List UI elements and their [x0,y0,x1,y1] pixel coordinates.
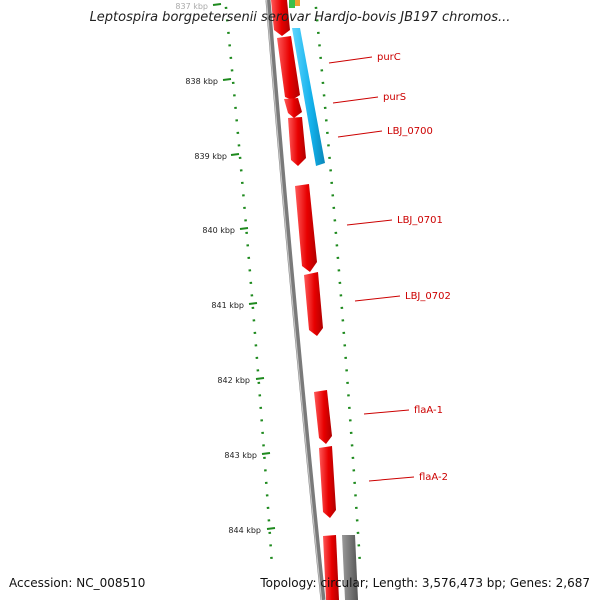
gene-arrow [319,446,336,518]
ruler-tick [222,78,232,81]
ruler-label: 839 kbp [194,152,227,161]
ruler-tick [255,377,265,380]
gene-labels: purC purS LBJ_0700 LBJ_0701 LBJ_0702 fla… [328,52,451,483]
map-title: Leptospira borgpetersenii serovar Hardjo… [89,10,511,25]
ruler-tick [248,302,258,305]
feature-gray [342,535,358,600]
gene-arrow [284,98,302,118]
gene-arrow [288,117,306,166]
chromosome-backbone [265,0,326,600]
genome-stats: Topology: circular; Length: 3,576,473 bp… [260,576,590,590]
ruler-label: 840 kbp [202,226,235,235]
leader-line [337,130,383,138]
leader-line [346,219,393,226]
ruler-tick [266,527,276,530]
gene-arrow [323,535,339,600]
gene-label-purC: purC [377,52,401,63]
accession-text: Accession: NC_008510 [9,576,146,590]
gene-label-flaA-2: flaA-2 [419,472,448,483]
ruler-tick [230,153,240,156]
gene-label-purS: purS [383,92,406,103]
gene-arrow [271,0,290,36]
leader-line [368,476,415,482]
ruler-label: 842 kbp [217,376,250,385]
leader-line [332,96,379,104]
gene-arrow [295,184,317,272]
leader-line [363,409,410,415]
gene-arrow [277,36,300,100]
gene-label-LBJ_0700: LBJ_0700 [387,126,433,137]
ruler-tick [212,3,222,6]
gene-arrow [314,390,332,444]
ruler-tick [239,227,249,230]
leader-line [354,295,401,302]
ruler-label: 838 kbp [185,77,218,86]
cds-feature-blue [292,28,325,166]
leader-line [328,56,373,64]
gene-label-flaA-1: flaA-1 [414,405,443,416]
gene-label-LBJ_0702: LBJ_0702 [405,291,451,302]
right-track [314,6,361,559]
gene-label-LBJ_0701: LBJ_0701 [397,215,443,226]
ruler-tick [261,452,271,455]
ruler: 837 kbp 838 kbp 839 kbp 840 kbp 841 kbp … [175,2,276,535]
left-track [224,6,273,559]
ruler-label: 841 kbp [211,301,244,310]
ruler-label: 844 kbp [228,526,261,535]
chromosome-backbone-highlight [265,0,323,600]
ruler-label: 843 kbp [224,451,257,460]
feature-green [289,0,295,8]
gene-arrow [304,272,323,336]
feature-orange [294,0,300,6]
ruler-label: 837 kbp [175,2,208,11]
